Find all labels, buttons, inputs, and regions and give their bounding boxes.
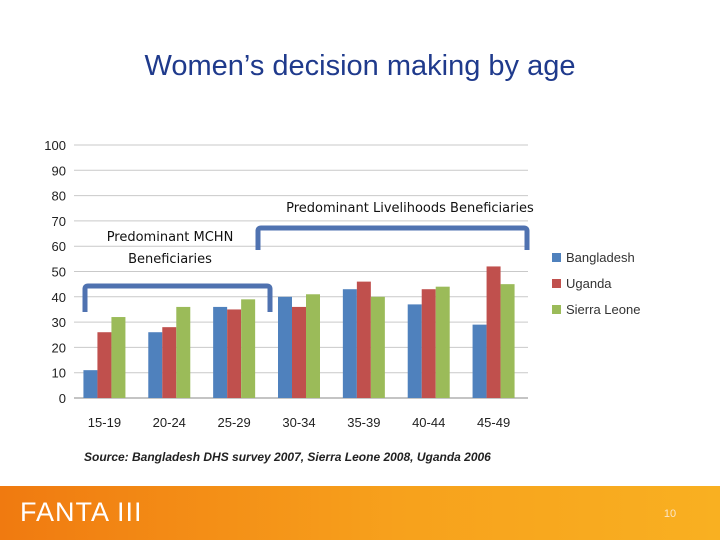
mchn-bracket bbox=[82, 283, 273, 312]
y-tick-label: 100 bbox=[44, 138, 66, 153]
page-number: 10 bbox=[663, 508, 677, 520]
bar-sierra-leone-25-29 bbox=[241, 299, 256, 398]
livelihoods-annotation-label: Predominant Livelihoods Beneficiaries bbox=[286, 201, 534, 216]
bar-sierra-leone-45-49 bbox=[500, 284, 515, 398]
y-tick-label: 50 bbox=[52, 265, 66, 280]
y-tick-label: 10 bbox=[52, 366, 66, 381]
bar-sierra-leone-30-34 bbox=[306, 294, 320, 398]
x-tick-label: 45-49 bbox=[477, 415, 510, 430]
y-tick-label: 70 bbox=[52, 214, 66, 229]
bar-sierra-leone-35-39 bbox=[370, 296, 385, 398]
bar-bangladesh-20-24 bbox=[148, 332, 163, 398]
legend-label: Bangladesh bbox=[566, 250, 635, 265]
legend-swatch bbox=[552, 253, 561, 262]
bar-uganda-20-24 bbox=[162, 327, 177, 398]
livelihoods-bracket bbox=[255, 225, 530, 250]
legend-label: Sierra Leone bbox=[566, 302, 640, 317]
y-tick-label: 80 bbox=[52, 189, 66, 204]
livelihoods-annotation: Predominant Livelihoods Beneficiaries bbox=[255, 201, 534, 250]
bar-bangladesh-25-29 bbox=[213, 306, 228, 398]
mchn-annotation-line2: Beneficiaries bbox=[128, 252, 212, 267]
x-tick-label: 30-34 bbox=[282, 415, 315, 430]
bar-uganda-15-19 bbox=[97, 332, 112, 398]
x-tick-label: 15-19 bbox=[88, 415, 121, 430]
bar-uganda-30-34 bbox=[292, 306, 306, 398]
x-tick-label: 40-44 bbox=[412, 415, 445, 430]
bar-bangladesh-40-44 bbox=[407, 304, 422, 398]
y-tick-label: 0 bbox=[59, 391, 66, 406]
x-axis-ticks: 15-19 20-24 25-29 30-34 35-39 40-44 45-49 bbox=[88, 415, 510, 430]
mchn-annotation-line1: Predominant MCHN bbox=[107, 230, 234, 245]
y-tick-label: 60 bbox=[52, 239, 66, 254]
x-tick-label: 25-29 bbox=[218, 415, 251, 430]
brand-logo: FANTA III bbox=[20, 497, 143, 527]
bar-bangladesh-30-34 bbox=[278, 296, 292, 398]
y-axis-ticks: 0 10 20 30 40 50 60 70 80 90 100 bbox=[44, 138, 66, 406]
chart-source-note: Source: Bangladesh DHS survey 2007, Sier… bbox=[84, 450, 491, 464]
y-tick-label: 90 bbox=[52, 163, 66, 178]
legend-swatch bbox=[552, 279, 561, 288]
bar-uganda-40-44 bbox=[421, 289, 436, 398]
y-tick-label: 40 bbox=[52, 290, 66, 305]
mchn-annotation: Predominant MCHN Beneficiaries bbox=[82, 230, 273, 312]
x-tick-label: 20-24 bbox=[153, 415, 186, 430]
chart-bars bbox=[83, 266, 515, 398]
y-tick-label: 20 bbox=[52, 340, 66, 355]
page-title: Women’s decision making by age bbox=[144, 50, 576, 82]
bar-bangladesh-45-49 bbox=[472, 324, 487, 398]
legend-swatch bbox=[552, 305, 561, 314]
chart-legend: Bangladesh Uganda Sierra Leone bbox=[552, 250, 640, 317]
x-tick-label: 35-39 bbox=[347, 415, 380, 430]
bar-bangladesh-15-19 bbox=[83, 370, 98, 398]
bar-sierra-leone-20-24 bbox=[176, 306, 191, 398]
bar-sierra-leone-15-19 bbox=[111, 317, 126, 398]
bar-chart: 0 10 20 30 40 50 60 70 80 90 100 15-19 20-24 25-29 30… bbox=[44, 138, 640, 464]
bar-uganda-45-49 bbox=[486, 266, 501, 398]
legend-label: Uganda bbox=[566, 276, 612, 291]
y-tick-label: 30 bbox=[52, 315, 66, 330]
bar-sierra-leone-40-44 bbox=[435, 286, 450, 398]
footer-bar bbox=[0, 486, 720, 540]
bar-bangladesh-35-39 bbox=[342, 289, 357, 398]
bar-uganda-35-39 bbox=[356, 281, 371, 398]
bar-uganda-25-29 bbox=[227, 309, 242, 398]
